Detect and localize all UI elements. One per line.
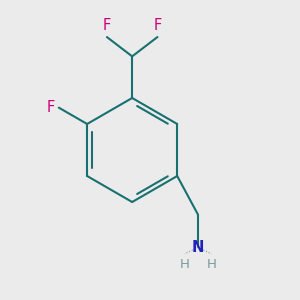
Text: H: H [206, 258, 216, 271]
Text: F: F [47, 100, 55, 115]
Text: F: F [103, 18, 111, 33]
Text: H: H [180, 258, 190, 271]
Text: N: N [192, 240, 204, 255]
Text: F: F [153, 18, 162, 33]
